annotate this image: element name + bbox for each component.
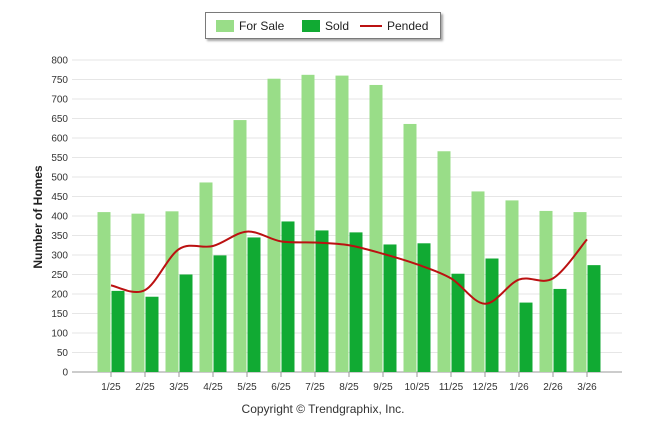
pended-line (110, 230, 588, 305)
x-tick-label: 1/25 (101, 382, 121, 393)
y-tick-label: 300 (51, 251, 68, 262)
y-tick-label: 700 (51, 95, 68, 106)
y-tick-label: 100 (51, 329, 68, 340)
bars (97, 74, 601, 373)
bar-sold (145, 296, 159, 372)
for-sale-swatch-icon (216, 20, 234, 32)
bar-for-sale (403, 123, 417, 373)
x-tick-label: 12/25 (472, 382, 497, 393)
bar-sold (111, 290, 125, 372)
y-tick-label: 800 (51, 56, 68, 67)
bar-for-sale (301, 74, 315, 372)
bar-for-sale (369, 84, 383, 373)
x-tick-label: 2/26 (543, 382, 563, 393)
bar-sold (349, 232, 363, 372)
x-tick-label: 3/25 (169, 382, 189, 393)
x-tick-label: 9/25 (373, 382, 393, 393)
y-axis-ticks: 0 50 100 150 200 250 300 350 400 450 500 550 600 650 7… (51, 56, 68, 379)
x-tick-label: 7/25 (305, 382, 325, 393)
pended-line-swatch-icon (360, 25, 382, 27)
bar-for-sale (471, 191, 485, 372)
bar-for-sale (199, 182, 213, 372)
bar-sold (553, 288, 567, 372)
bar-sold (179, 274, 193, 372)
bar-sold (587, 265, 601, 372)
x-tick-label: 3/26 (577, 382, 597, 393)
legend-label-pended: Pended (387, 19, 429, 33)
bar-for-sale (505, 200, 519, 372)
y-tick-label: 450 (51, 192, 68, 203)
legend-item-pended[interactable]: Pended (360, 19, 428, 33)
y-tick-label: 150 (51, 309, 68, 320)
bar-for-sale (233, 120, 247, 372)
bar-for-sale (573, 212, 587, 372)
legend-item-sold[interactable]: Sold (302, 19, 349, 33)
bar-sold (281, 221, 295, 372)
y-tick-label: 400 (51, 212, 68, 223)
x-tick-label: 11/25 (439, 382, 464, 393)
copyright-footer: Copyright © Trendgraphix, Inc. (241, 402, 405, 416)
legend-label-sold: Sold (325, 19, 350, 33)
bar-for-sale (97, 212, 111, 372)
y-tick-label: 50 (57, 348, 69, 359)
bar-for-sale (165, 211, 179, 372)
bar-for-sale (539, 210, 553, 372)
y-tick-label: 0 (62, 368, 68, 379)
bar-sold (315, 230, 329, 372)
y-tick-label: 250 (51, 270, 68, 281)
y-tick-label: 550 (51, 153, 68, 164)
y-tick-label: 600 (51, 134, 68, 145)
bar-sold (213, 255, 227, 372)
x-tick-label: 8/25 (339, 382, 359, 393)
bar-for-sale (437, 151, 451, 372)
bar-sold (451, 273, 465, 372)
y-tick-label: 650 (51, 114, 68, 125)
legend: For Sale Sold Pended (205, 12, 441, 39)
y-tick-label: 350 (51, 231, 68, 242)
x-tick-label: 5/25 (237, 382, 257, 393)
legend-item-for-sale[interactable]: For Sale (216, 19, 284, 33)
bar-for-sale (335, 75, 349, 372)
x-tick-label: 2/25 (135, 382, 155, 393)
pended-line-group (110, 230, 588, 305)
y-tick-label: 200 (51, 290, 68, 301)
x-axis-ticks: 1/25 2/25 3/25 4/25 5/25 6/25 7/25 8/25 9/25 10/2… (101, 372, 597, 393)
bar-for-sale (267, 78, 281, 372)
x-tick-label: 6/25 (271, 382, 291, 393)
bar-sold (417, 243, 431, 372)
bar-sold (485, 258, 499, 372)
y-tick-label: 500 (51, 173, 68, 184)
bar-sold (383, 244, 397, 372)
bar-sold (519, 302, 533, 372)
x-tick-label: 1/26 (509, 382, 529, 393)
sold-swatch-icon (302, 20, 320, 32)
legend-label-for-sale: For Sale (239, 19, 285, 33)
bar-sold (247, 237, 261, 372)
x-tick-label: 4/25 (203, 382, 223, 393)
y-axis-label: Number of Homes (31, 165, 45, 269)
y-tick-label: 750 (51, 75, 68, 86)
x-tick-label: 10/25 (404, 382, 429, 393)
